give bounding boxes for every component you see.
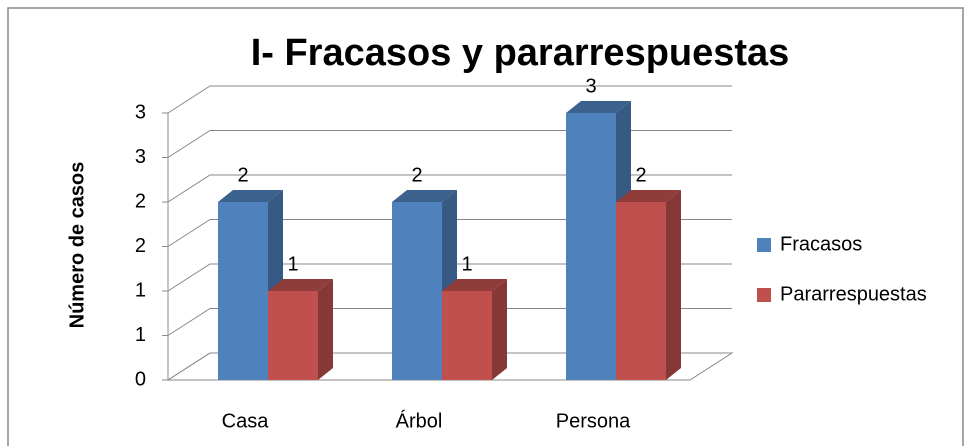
x-tick-label: Persona xyxy=(556,410,631,432)
bar-top xyxy=(218,190,283,202)
y-tick-label: 2 xyxy=(135,190,146,212)
y-tick-label: 1 xyxy=(135,279,146,301)
bar-front xyxy=(218,202,268,380)
legend-label: Pararrespuestas xyxy=(780,283,927,305)
value-label: 1 xyxy=(287,253,298,275)
bar-front xyxy=(392,202,442,380)
grid-line xyxy=(167,85,732,114)
value-label: 3 xyxy=(585,75,596,97)
bar-front xyxy=(566,113,616,380)
grid-line xyxy=(167,308,732,336)
chart-title: I- Fracasos y pararrespuestas xyxy=(251,32,790,74)
bar xyxy=(616,190,681,380)
bar-front xyxy=(268,291,318,380)
value-label: 1 xyxy=(461,253,472,275)
bar-top xyxy=(566,101,631,113)
value-label: 2 xyxy=(635,164,646,186)
grid-line xyxy=(167,130,732,158)
bar-top xyxy=(268,279,333,291)
grid-line xyxy=(167,263,732,292)
grid-line xyxy=(167,219,732,247)
value-label: 2 xyxy=(237,164,248,186)
y-axis-title: Número de casos xyxy=(66,162,88,329)
bar-side xyxy=(666,190,681,380)
bar-front xyxy=(616,202,666,380)
bar-side xyxy=(492,279,507,380)
bar-top xyxy=(616,190,681,202)
legend-swatch xyxy=(757,288,771,302)
bar xyxy=(442,279,507,380)
y-tick-label: 1 xyxy=(135,324,146,346)
y-tick-label: 3 xyxy=(135,146,146,168)
bar xyxy=(566,101,631,380)
y-tick-label: 2 xyxy=(135,235,146,257)
bar xyxy=(268,279,333,380)
grid-line xyxy=(167,174,732,203)
bar-side xyxy=(318,279,333,380)
x-tick-label: Casa xyxy=(222,410,270,432)
value-label: 2 xyxy=(411,164,422,186)
bar-top xyxy=(392,190,457,202)
bar-front xyxy=(442,291,492,380)
y-tick-label: 3 xyxy=(135,101,146,123)
legend-swatch xyxy=(757,238,771,252)
legend-label: Fracasos xyxy=(780,233,862,255)
y-tick-label: 0 xyxy=(135,368,146,390)
x-tick-label: Árbol xyxy=(396,409,443,432)
grid-line xyxy=(167,352,732,381)
bar-top xyxy=(442,279,507,291)
